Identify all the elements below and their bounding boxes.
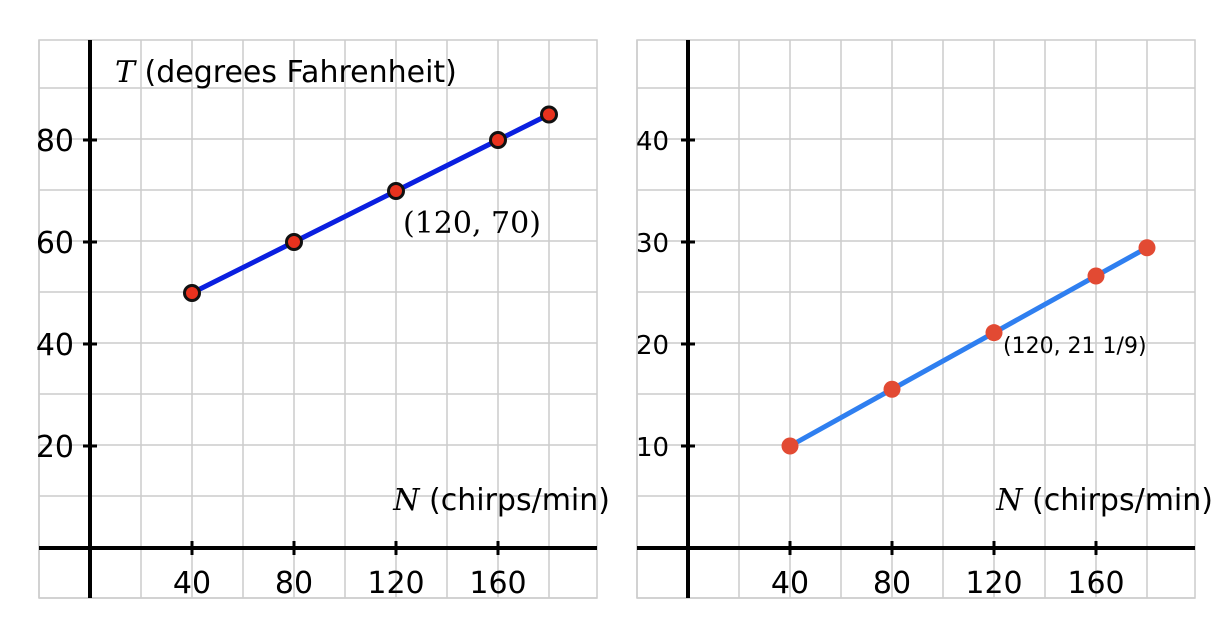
x-tick-label: 120 [367,566,424,601]
x-axis-title-left: N (chirps/min) [392,483,610,518]
x-tick-label: 160 [1067,566,1124,601]
chart-left: 40 80 120 160 20 40 60 80 T (degrees Fah… [36,39,610,601]
y-tick-label: 30 [636,229,669,259]
y-tick-labels-right: 10 20 30 40 [636,127,669,463]
y-tick-label: 10 [636,433,669,463]
x-tick-label: 80 [275,566,313,601]
grid-right [636,39,1196,599]
ticks-left [83,138,500,555]
series-right [781,239,1156,455]
data-point [540,105,558,124]
y-tick-label: 40 [36,328,74,363]
x-tick-label: 80 [873,566,911,601]
data-point [883,380,901,398]
point-annotation-left: (120, 70) [403,206,541,241]
ticks-right [681,138,1098,555]
x-tick-label: 40 [771,566,809,601]
data-point [387,182,405,200]
series-left [183,105,558,302]
x-tick-label: 160 [469,566,526,601]
y-tick-label: 20 [636,331,669,361]
data-point [1087,267,1105,285]
x-tick-label: 40 [173,566,211,601]
data-point [285,233,303,251]
data-point [489,131,507,149]
y-tick-labels-left: 20 40 60 80 [36,124,74,465]
data-point [1138,239,1156,257]
y-tick-label: 60 [36,226,74,261]
x-tick-labels-right: 40 80 120 160 [771,566,1125,601]
data-point [781,437,799,455]
y-tick-label: 80 [36,124,74,159]
x-tick-labels-left: 40 80 120 160 [173,566,527,601]
x-axis-title-right: N (chirps/min) [995,483,1213,518]
point-annotation-right: (120, 21 1/9) [1003,334,1147,359]
y-tick-label: 20 [36,430,74,465]
data-point [985,324,1003,342]
y-axis-title-left: T (degrees Fahrenheit) [115,55,457,90]
data-point [183,284,201,302]
chart-right: 40 80 120 160 10 20 30 40 N (chirps/min)… [636,39,1213,601]
x-tick-label: 120 [965,566,1022,601]
y-tick-label: 40 [636,127,669,157]
